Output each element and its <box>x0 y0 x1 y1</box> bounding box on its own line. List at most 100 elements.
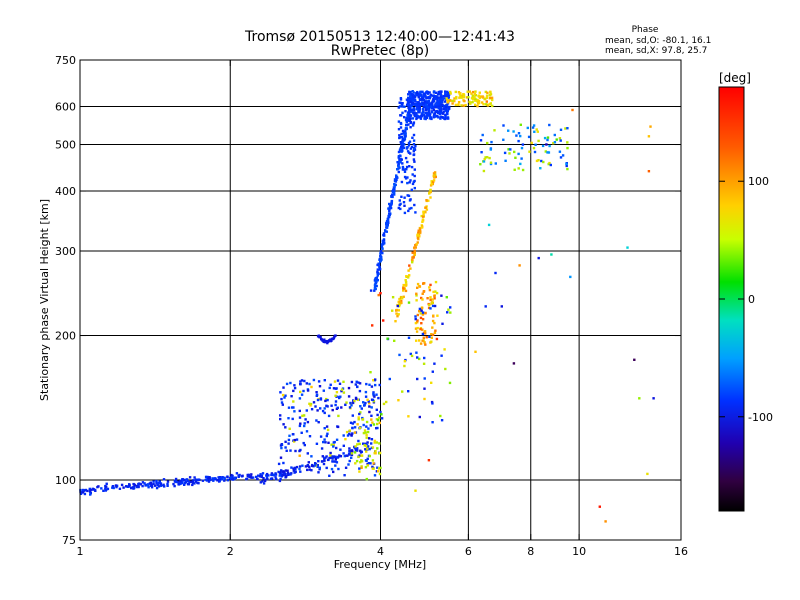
data-point <box>439 117 442 120</box>
data-point <box>279 456 283 459</box>
data-point <box>451 99 454 102</box>
data-point <box>415 294 418 297</box>
data-point <box>434 290 437 293</box>
data-point <box>406 146 409 149</box>
data-point <box>476 98 479 102</box>
data-point <box>491 104 494 108</box>
data-point <box>453 97 456 100</box>
data-point <box>368 383 371 386</box>
data-point <box>410 93 414 96</box>
data-point <box>424 311 427 315</box>
y-tick-label: 500 <box>55 139 76 152</box>
data-point <box>290 466 293 469</box>
data-point <box>487 223 491 227</box>
data-point <box>334 464 337 467</box>
data-point <box>369 424 372 427</box>
data-point <box>330 443 333 446</box>
y-tick-label: 75 <box>62 534 76 547</box>
data-point <box>349 401 352 405</box>
data-point <box>424 106 428 110</box>
data-point <box>437 102 440 106</box>
data-point <box>329 454 332 457</box>
data-point <box>393 193 396 196</box>
data-point <box>350 456 353 459</box>
data-point <box>259 475 262 478</box>
data-point <box>299 382 302 386</box>
data-point <box>356 443 359 446</box>
data-point <box>403 168 406 171</box>
data-point <box>447 96 450 99</box>
data-point <box>174 477 178 481</box>
data-point <box>405 119 408 122</box>
data-point <box>130 486 133 490</box>
data-point <box>375 427 378 430</box>
data-point <box>279 444 283 447</box>
data-point <box>326 398 329 402</box>
data-point <box>342 380 345 383</box>
data-point <box>426 297 429 300</box>
data-point <box>431 370 434 373</box>
data-point <box>155 482 158 485</box>
data-point <box>432 314 435 317</box>
data-point <box>411 111 415 114</box>
data-point <box>424 108 427 112</box>
data-point <box>470 92 473 95</box>
data-point <box>427 199 430 202</box>
data-point <box>449 90 452 94</box>
data-point <box>439 106 443 109</box>
data-point <box>298 397 302 400</box>
data-point <box>400 142 403 145</box>
data-point <box>395 308 398 312</box>
data-point <box>413 168 416 171</box>
data-point <box>409 95 412 98</box>
data-point <box>370 406 373 409</box>
data-point <box>504 159 507 162</box>
data-point <box>310 408 314 411</box>
data-point <box>421 332 425 336</box>
data-point <box>404 281 408 284</box>
data-point <box>413 160 416 163</box>
data-point <box>300 393 304 396</box>
data-point <box>365 420 369 424</box>
data-point <box>414 103 417 106</box>
data-point <box>430 183 433 186</box>
data-point <box>569 275 572 279</box>
data-point <box>329 383 332 386</box>
data-point <box>455 95 458 99</box>
data-point <box>399 154 402 158</box>
y-tick-label: 200 <box>55 330 76 343</box>
data-point <box>83 492 87 496</box>
data-point <box>128 484 131 487</box>
data-point <box>359 451 363 454</box>
data-point <box>144 484 147 487</box>
data-point <box>361 416 364 420</box>
data-point <box>284 394 287 397</box>
data-point <box>353 445 356 449</box>
data-point <box>278 474 281 477</box>
data-point <box>361 418 365 421</box>
data-point <box>400 158 403 161</box>
data-point <box>425 336 428 339</box>
data-point <box>439 414 442 418</box>
data-point <box>476 104 479 108</box>
data-point <box>206 475 209 479</box>
data-point <box>377 396 380 400</box>
data-point <box>443 97 446 100</box>
data-point <box>541 144 545 148</box>
data-point <box>319 335 322 339</box>
data-point <box>380 413 383 416</box>
data-point <box>385 230 388 233</box>
data-point <box>354 445 357 448</box>
data-point <box>355 380 358 383</box>
data-point <box>374 378 377 381</box>
data-point <box>484 156 487 159</box>
data-point <box>402 283 405 287</box>
data-point <box>413 174 416 178</box>
data-point <box>626 246 629 249</box>
data-point <box>407 114 411 118</box>
data-point <box>429 296 432 299</box>
data-point <box>480 151 483 154</box>
data-point <box>230 473 233 477</box>
data-point <box>332 470 335 474</box>
data-point <box>388 209 391 212</box>
